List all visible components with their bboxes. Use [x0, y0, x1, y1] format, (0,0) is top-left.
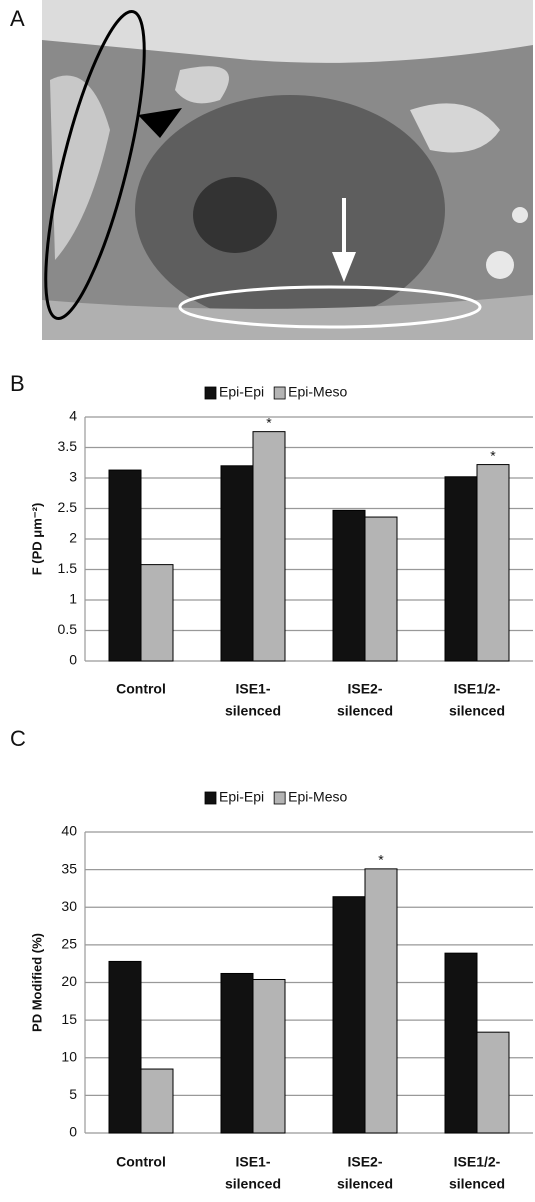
y-tick-label: 1.5	[58, 560, 78, 576]
x-tick-label: silenced	[225, 1176, 281, 1192]
x-tick-label: ISE1/2-	[454, 681, 501, 697]
figure: A B Epi-Epi Epi-Meso F (PD μm⁻²) 0 0.5 1 1.5 2 2.…	[0, 0, 535, 1197]
nucleolus	[193, 177, 277, 253]
y-tick-label: 3	[69, 469, 77, 485]
panel-label: C	[10, 726, 26, 751]
legend-label: Epi-Epi	[219, 789, 264, 805]
bar	[333, 510, 365, 661]
x-tick-label: ISE2-	[347, 681, 382, 697]
y-tick-label: 2	[69, 530, 77, 546]
x-tick-label: silenced	[449, 703, 505, 719]
vesicle	[512, 207, 528, 223]
bar	[141, 565, 173, 661]
y-tick-label: 0.5	[58, 621, 78, 637]
y-tick-label: 4	[69, 408, 77, 424]
panel-label: B	[10, 371, 25, 396]
y-tick-label: 25	[61, 936, 77, 952]
bar	[365, 517, 397, 661]
bar	[109, 961, 141, 1133]
vesicle	[486, 251, 514, 279]
legend-label: Epi-Epi	[219, 384, 264, 400]
y-tick-label: 3.5	[58, 438, 78, 454]
x-tick-label: silenced	[337, 1176, 393, 1192]
bar	[253, 979, 285, 1133]
significance-marker: *	[266, 414, 272, 430]
x-tick-label: ISE1-	[235, 681, 270, 697]
bar	[365, 869, 397, 1133]
x-tick-label: silenced	[337, 703, 393, 719]
y-tick-label: 2.5	[58, 499, 78, 515]
bar	[445, 953, 477, 1133]
legend-swatch	[205, 387, 216, 399]
bar	[109, 470, 141, 661]
x-tick-label: silenced	[225, 703, 281, 719]
bar	[221, 466, 253, 661]
y-tick-label: 1	[69, 591, 77, 607]
bar	[477, 465, 509, 661]
y-tick-label: 5	[69, 1086, 77, 1102]
y-tick-label: 20	[61, 973, 77, 989]
y-axis-label: PD Modified (%)	[29, 933, 44, 1032]
x-tick-label: ISE1-	[235, 1154, 270, 1170]
y-tick-label: 30	[61, 898, 77, 914]
micrograph	[26, 0, 533, 340]
bar	[445, 477, 477, 661]
panel-label: A	[10, 6, 25, 31]
legend-swatch	[274, 792, 285, 804]
y-tick-label: 0	[69, 1124, 77, 1140]
x-tick-label: Control	[116, 681, 166, 697]
y-tick-label: 0	[69, 652, 77, 668]
bar	[333, 897, 365, 1133]
bar	[253, 432, 285, 661]
y-tick-label: 15	[61, 1011, 77, 1027]
significance-marker: *	[490, 447, 496, 463]
legend-label: Epi-Meso	[288, 789, 347, 805]
legend-label: Epi-Meso	[288, 384, 347, 400]
y-tick-label: 35	[61, 860, 77, 876]
bar	[141, 1069, 173, 1133]
x-tick-label: ISE1/2-	[454, 1154, 501, 1170]
bar	[477, 1032, 509, 1133]
x-tick-label: ISE2-	[347, 1154, 382, 1170]
bar	[221, 973, 253, 1133]
y-tick-label: 10	[61, 1048, 77, 1064]
x-tick-label: Control	[116, 1154, 166, 1170]
y-tick-label: 40	[61, 823, 77, 839]
x-tick-label: silenced	[449, 1176, 505, 1192]
y-axis-label: F (PD μm⁻²)	[29, 503, 44, 576]
significance-marker: *	[378, 852, 384, 868]
legend-swatch	[274, 387, 285, 399]
legend-swatch	[205, 792, 216, 804]
vacuole	[175, 66, 229, 103]
